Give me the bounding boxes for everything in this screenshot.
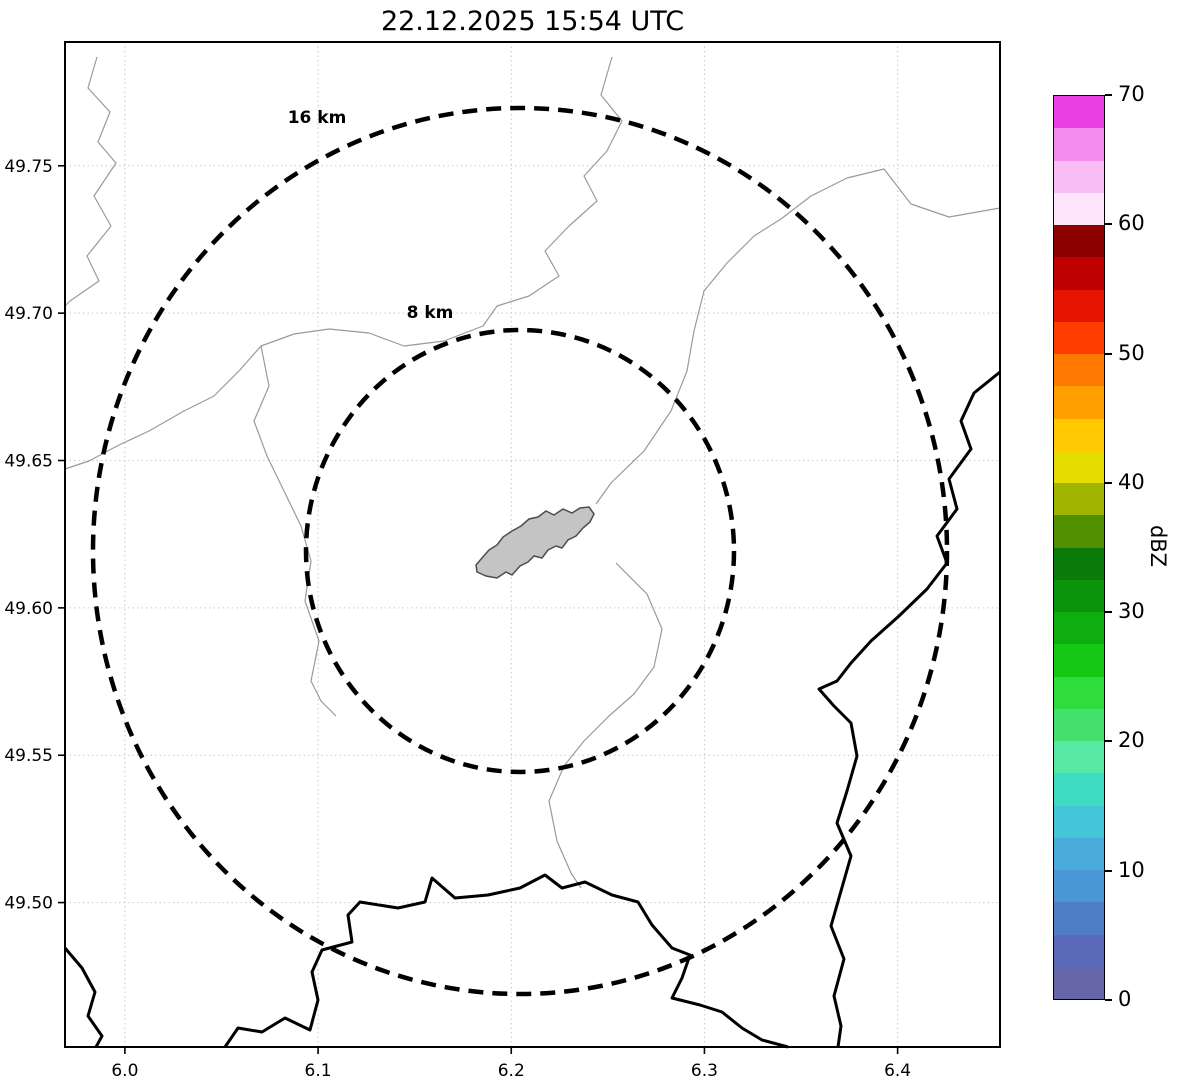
plot-title: 22.12.2025 15:54 UTC	[380, 6, 685, 37]
colorbar-segment	[1054, 386, 1104, 419]
colorbar-tick-label: 20	[1118, 728, 1145, 753]
x-tick-label: 6.4	[884, 1061, 911, 1081]
colorbar-tickmark	[1105, 869, 1112, 872]
border-line	[223, 873, 789, 1049]
colorbar-segment	[1054, 160, 1104, 193]
colorbar-tick-label: 30	[1118, 599, 1145, 624]
river-line	[253, 345, 337, 717]
colorbar-tick-label: 70	[1118, 82, 1145, 106]
colorbar-segment	[1054, 225, 1104, 258]
colorbar-segment	[1054, 483, 1104, 516]
colorbar-tickmark	[1105, 481, 1112, 484]
colorbar-unit-label: dBZ	[1146, 524, 1170, 568]
colorbar-segment	[1054, 773, 1104, 806]
colorbar-segment	[1054, 676, 1104, 709]
colorbar-tick-label: 60	[1118, 211, 1145, 236]
colorbar-segment	[1054, 966, 1104, 999]
range-rings-layer: 16 km 8 km	[90, 105, 950, 997]
y-tick-label: 49.50	[4, 894, 53, 914]
river-line	[64, 325, 484, 470]
colorbar-tick-label: 40	[1118, 469, 1145, 494]
river-line	[595, 168, 1001, 505]
colorbar-segment	[1054, 547, 1104, 580]
tick-layer: 6.0 6.1 6.2 6.3 6.4 49.50 49.55 49.60 49.65 49.70…	[4, 157, 911, 1081]
colorbar-tick-label: 0	[1118, 987, 1132, 1011]
colorbar-segment	[1054, 515, 1104, 548]
colorbar-segment	[1054, 192, 1104, 225]
colorbar-segment	[1054, 418, 1104, 451]
colorbar-tickmark	[1105, 94, 1112, 96]
geography-layer	[63, 56, 1001, 1049]
colorbar-segment	[1054, 870, 1104, 903]
colorbar-segment	[1054, 257, 1104, 290]
ring-label-8km: 8 km	[407, 303, 454, 323]
colorbar-segment	[1054, 805, 1104, 838]
x-tick-label: 6.2	[498, 1061, 525, 1081]
border-line	[63, 947, 104, 1048]
x-tick-label: 6.0	[111, 1061, 138, 1081]
colorbar-tick-label: 50	[1118, 340, 1145, 365]
y-tick-label: 49.70	[4, 304, 53, 324]
colorbar-segment	[1054, 934, 1104, 967]
grid-layer	[65, 42, 1000, 1047]
colorbar-segment	[1054, 837, 1104, 870]
axes-frame	[64, 41, 1001, 1048]
colorbar-segment	[1054, 741, 1104, 774]
y-tick-label: 49.65	[4, 452, 53, 472]
colorbar-segment	[1054, 321, 1104, 354]
y-tick-label: 49.75	[4, 157, 53, 177]
border-line	[817, 370, 1001, 1048]
colorbar-segment	[1054, 612, 1104, 645]
colorbar-segment	[1054, 579, 1104, 612]
colorbar-segment	[1054, 450, 1104, 483]
colorbar-tickmark	[1105, 352, 1112, 355]
colorbar-segment	[1054, 708, 1104, 741]
city-area-polygon	[475, 506, 595, 579]
colorbar-tickmark	[1105, 611, 1112, 614]
colorbar-tick-label: 10	[1118, 857, 1145, 882]
x-tick-label: 6.1	[305, 1061, 332, 1081]
colorbar-segment	[1054, 902, 1104, 935]
range-ring-8km	[303, 327, 737, 775]
river-line	[548, 562, 663, 889]
ring-label-16km: 16 km	[288, 108, 347, 128]
y-tick-label: 49.55	[4, 746, 53, 766]
colorbar-tickmark	[1105, 999, 1112, 1001]
x-tick-label: 6.3	[691, 1061, 718, 1081]
colorbar-segment	[1054, 128, 1104, 161]
y-tick-label: 49.60	[4, 599, 53, 619]
river-line	[64, 56, 117, 307]
colorbar-tickmark	[1105, 740, 1112, 743]
colorbar-tickmark	[1105, 223, 1112, 226]
range-ring-16km	[90, 105, 950, 997]
colorbar-segment	[1054, 289, 1104, 322]
river-line	[482, 56, 623, 327]
colorbar	[1053, 95, 1105, 1000]
colorbar-segment	[1054, 96, 1104, 129]
colorbar-segment	[1054, 354, 1104, 387]
colorbar-segment	[1054, 644, 1104, 677]
